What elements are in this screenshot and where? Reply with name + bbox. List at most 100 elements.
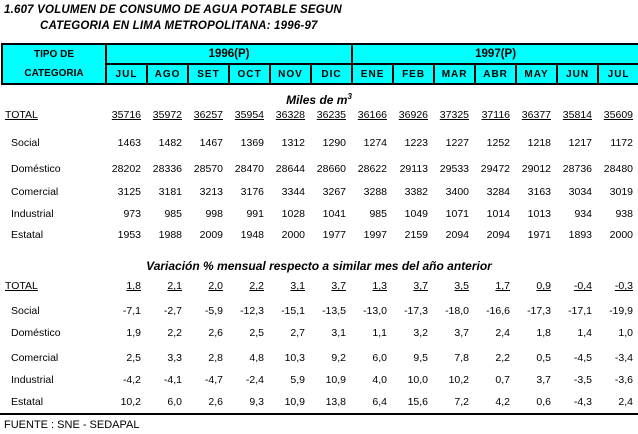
value-cell: 2,2 (249, 280, 264, 292)
row-label: Social (11, 137, 40, 149)
value-cell: 10,9 (284, 396, 305, 408)
value-cell: -17,3 (527, 305, 551, 317)
value-cell: 3,1 (331, 327, 346, 339)
row-label: Social (11, 305, 40, 317)
value-cell: 1223 (404, 137, 428, 149)
value-cell: 1028 (281, 208, 305, 220)
table-row-domstico: Doméstico 1,9 2,2 2,6 2,5 2,7 3,1 1,1 3,2 3,7 2,4 1… (1, 327, 637, 340)
value-cell: 1071 (445, 208, 469, 220)
value-cell: 3400 (445, 186, 469, 198)
value-cell: 1893 (568, 229, 592, 241)
value-cell: 29533 (439, 163, 469, 175)
value-cell: 2,6 (208, 327, 223, 339)
value-cell: 1953 (117, 229, 141, 241)
value-cell: 3,5 (454, 280, 469, 292)
value-cell: -19,9 (609, 305, 633, 317)
value-cell: 1482 (158, 137, 182, 149)
value-cell: 28660 (316, 163, 346, 175)
value-cell: 28470 (234, 163, 264, 175)
month-header-row: JUL AGO SET OCT NOV DIC ENE FEB MAR ABR MAY JUN JUL (2, 63, 638, 85)
section-title-text: Variación % mensual respecto a similar m… (146, 259, 492, 273)
month-header-set-2: SET (187, 63, 230, 85)
value-cell: 36235 (316, 109, 346, 121)
value-cell: 3,7 (454, 327, 469, 339)
header-table: TIPO DE CATEGORIA 1996(P) 1997(P) JUL AGO… (1, 43, 638, 85)
value-cell: -4,2 (122, 374, 141, 386)
value-cell: 0,9 (536, 280, 551, 292)
value-cell: -16,6 (486, 305, 510, 317)
value-cell: 2,7 (290, 327, 305, 339)
month-header-dic-5: DIC (309, 63, 354, 85)
value-cell: 1369 (240, 137, 264, 149)
value-cell: 1,0 (618, 327, 633, 339)
value-cell: -4,7 (204, 374, 223, 386)
value-cell: -7,1 (122, 305, 141, 317)
value-cell: 28622 (357, 163, 387, 175)
value-cell: 2009 (199, 229, 223, 241)
value-cell: 10,3 (284, 352, 305, 364)
value-cell: 3176 (240, 186, 264, 198)
value-cell: 6,4 (372, 396, 387, 408)
value-cell: 28480 (603, 163, 633, 175)
value-cell: -13,5 (322, 305, 346, 317)
value-cell: 2,6 (208, 396, 223, 408)
value-cell: 3,7 (413, 280, 428, 292)
value-cell: 934 (574, 208, 592, 220)
table-row-estatal: Estatal 1953 1988 2009 1948 2000 1977 1997 2159 2… (1, 229, 637, 242)
value-cell: 1,9 (126, 327, 141, 339)
value-cell: 3181 (158, 186, 182, 198)
value-cell: 991 (246, 208, 264, 220)
value-cell: 28202 (111, 163, 141, 175)
value-cell: 36328 (275, 109, 305, 121)
section-title-0: Miles de m3 (0, 90, 638, 107)
value-cell: -5,9 (204, 305, 223, 317)
value-cell: 4,0 (372, 374, 387, 386)
value-cell: 3,7 (536, 374, 551, 386)
month-header-jul-0: JUL (105, 63, 148, 85)
month-header-ago-1: AGO (146, 63, 189, 85)
year-header-row: TIPO DE CATEGORIA 1996(P) 1997(P) (1, 43, 638, 85)
value-cell: 3344 (281, 186, 305, 198)
value-cell: 28736 (562, 163, 592, 175)
month-header-abr-9: ABR (474, 63, 518, 85)
month-header-feb-7: FEB (392, 63, 436, 85)
value-cell: 0,7 (495, 374, 510, 386)
value-cell: 938 (615, 208, 633, 220)
value-cell: -18,0 (445, 305, 469, 317)
row-label: TOTAL (5, 109, 38, 121)
value-cell: 28644 (275, 163, 305, 175)
row-label: Estatal (11, 229, 44, 241)
table-row-total: TOTAL 35716 35972 36257 35954 36328 36235 36166… (1, 109, 637, 122)
table-row-estatal: Estatal 10,2 6,0 2,6 9,3 10,9 13,8 6,4 15,6 7,2 4,… (1, 396, 637, 409)
value-cell: 35814 (562, 109, 592, 121)
month-header-nov-4: NOV (269, 63, 312, 85)
table-row-social: Social 1463 1482 1467 1369 1312 1290 1274 1223 12… (1, 137, 637, 150)
value-cell: 4,8 (249, 352, 264, 364)
value-cell: 3163 (527, 186, 551, 198)
value-cell: 35716 (111, 109, 141, 121)
value-cell: -0,4 (573, 280, 592, 292)
value-cell: 36166 (357, 109, 387, 121)
category-label-line1: TIPO DE (33, 49, 74, 60)
value-cell: 10,9 (325, 374, 346, 386)
value-cell: 1,1 (372, 327, 387, 339)
month-header-jun-11: JUN (556, 63, 600, 85)
report-title-line1: 1.607 VOLUMEN DE CONSUMO DE AGUA POTABLE… (4, 4, 342, 16)
section-title-text: Miles de m (286, 93, 348, 107)
value-cell: 1,8 (126, 280, 141, 292)
value-cell: 3,2 (413, 327, 428, 339)
value-cell: 9,2 (331, 352, 346, 364)
value-cell: 4,2 (495, 396, 510, 408)
value-cell: 5,9 (290, 374, 305, 386)
value-cell: 973 (123, 208, 141, 220)
value-cell: 6,0 (167, 396, 182, 408)
value-cell: 1290 (322, 137, 346, 149)
value-cell: 1,4 (577, 327, 592, 339)
value-cell: 1274 (363, 137, 387, 149)
value-cell: -4,1 (163, 374, 182, 386)
value-cell: 1172 (610, 137, 633, 149)
value-cell: 1467 (199, 137, 223, 149)
value-cell: 9,5 (413, 352, 428, 364)
table-row-social: Social -7,1 -2,7 -5,9 -12,3 -15,1 -13,5 -13,0 -1… (1, 305, 637, 318)
